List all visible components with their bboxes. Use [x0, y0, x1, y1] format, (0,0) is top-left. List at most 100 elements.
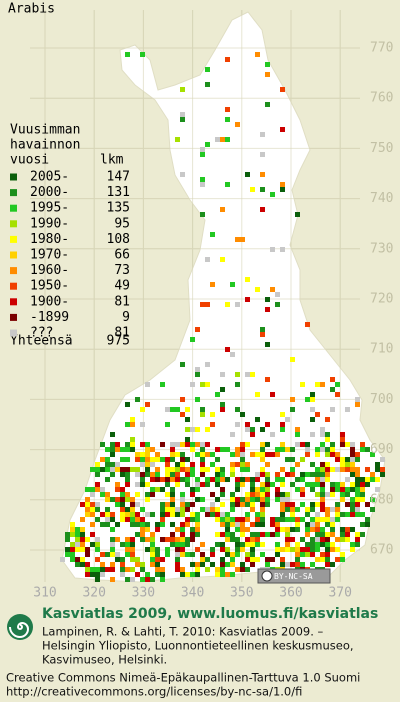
observation-square [205, 142, 210, 147]
observation-square [110, 452, 115, 457]
observation-square [320, 517, 325, 522]
observation-square [120, 517, 125, 522]
observation-square [105, 507, 110, 512]
observation-square [245, 542, 250, 547]
observation-square [100, 442, 105, 447]
observation-square [180, 477, 185, 482]
observation-square [145, 537, 150, 542]
observation-square [265, 442, 270, 447]
observation-square [275, 527, 280, 532]
observation-square [300, 457, 305, 462]
observation-square [235, 502, 240, 507]
legend-period: 2000- [30, 185, 69, 200]
observation-square [285, 502, 290, 507]
observation-square [330, 517, 335, 522]
observation-square [140, 532, 145, 537]
observation-square [175, 407, 180, 412]
observation-square [90, 467, 95, 472]
observation-square [260, 452, 265, 457]
observation-square [215, 567, 220, 572]
observation-square [175, 537, 180, 542]
observation-square [90, 492, 95, 497]
observation-square [190, 442, 195, 447]
observation-square [245, 557, 250, 562]
observation-square [145, 462, 150, 467]
legend-swatch [10, 220, 17, 228]
observation-square [125, 477, 130, 482]
observation-square [180, 567, 185, 572]
observation-square [115, 537, 120, 542]
observation-square [280, 482, 285, 487]
observation-square [250, 557, 255, 562]
observation-square [245, 422, 250, 427]
observation-square [295, 522, 300, 527]
observation-square [320, 482, 325, 487]
observation-square [340, 492, 345, 497]
observation-square [180, 572, 185, 577]
easting-label: 320 [82, 586, 105, 601]
observation-square [175, 472, 180, 477]
observation-square [140, 462, 145, 467]
observation-square [65, 552, 70, 557]
observation-square [220, 547, 225, 552]
observation-square [130, 497, 135, 502]
observation-square [205, 482, 210, 487]
observation-square [290, 517, 295, 522]
observation-square [325, 417, 330, 422]
observation-square [295, 487, 300, 492]
observation-square [75, 537, 80, 542]
observation-square [345, 512, 350, 517]
observation-square [285, 547, 290, 552]
observation-square [310, 472, 315, 477]
observation-square [250, 552, 255, 557]
observation-square [345, 527, 350, 532]
observation-square [160, 457, 165, 462]
observation-square [335, 467, 340, 472]
observation-square [140, 442, 145, 447]
observation-square [110, 562, 115, 567]
observation-square [295, 477, 300, 482]
observation-square [365, 517, 370, 522]
observation-square [325, 467, 330, 472]
observation-square [265, 377, 270, 382]
observation-square [310, 517, 315, 522]
observation-square [140, 522, 145, 527]
observation-square [120, 572, 125, 577]
observation-square [320, 472, 325, 477]
observation-square [200, 302, 205, 307]
observation-square [70, 552, 75, 557]
observation-square [200, 462, 205, 467]
observation-square [330, 547, 335, 552]
observation-square [255, 452, 260, 457]
observation-square [100, 492, 105, 497]
observation-square [180, 117, 185, 122]
observation-square [260, 492, 265, 497]
observation-square [260, 442, 265, 447]
observation-square [95, 557, 100, 562]
observation-square [160, 442, 165, 447]
observation-square [220, 487, 225, 492]
country-outline [61, 11, 386, 583]
observation-square [195, 567, 200, 572]
observation-square [260, 522, 265, 527]
observation-square [130, 542, 135, 547]
observation-square [315, 537, 320, 542]
observation-square [130, 517, 135, 522]
observation-square [320, 502, 325, 507]
observation-square [270, 247, 275, 252]
observation-square [205, 427, 210, 432]
observation-square [150, 457, 155, 462]
observation-square [120, 472, 125, 477]
observation-square [320, 477, 325, 482]
observation-square [150, 477, 155, 482]
observation-square [205, 557, 210, 562]
observation-square [280, 502, 285, 507]
observation-square [365, 447, 370, 452]
observation-square [235, 372, 240, 377]
observation-square [165, 552, 170, 557]
observation-square [105, 552, 110, 557]
observation-square [315, 512, 320, 517]
observation-square [120, 502, 125, 507]
observation-square [135, 557, 140, 562]
observation-square [190, 487, 195, 492]
